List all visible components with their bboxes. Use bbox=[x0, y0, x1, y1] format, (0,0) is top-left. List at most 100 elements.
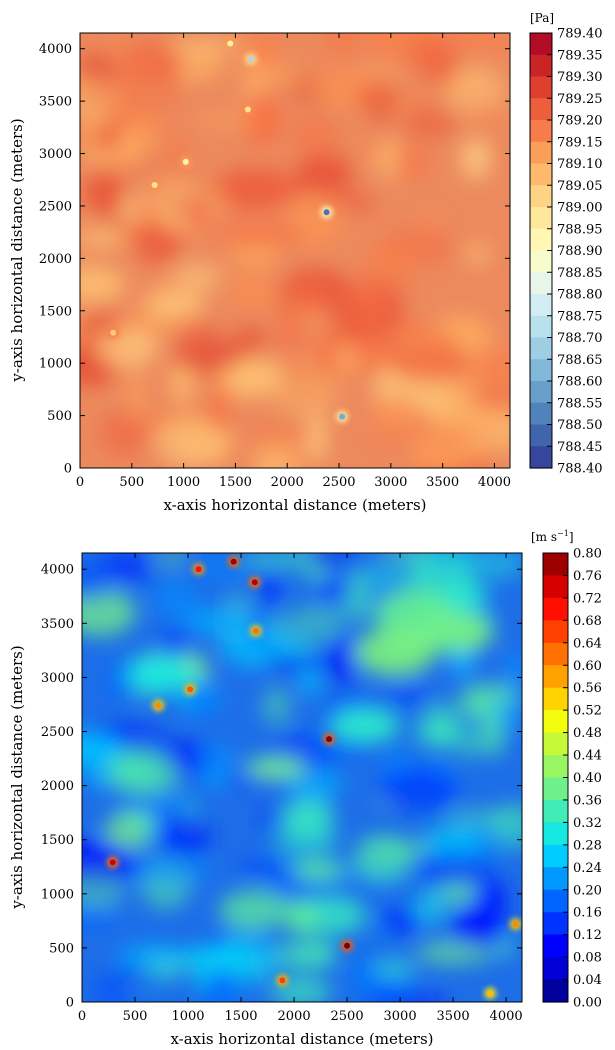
colorbar-tick-label: 0.16 bbox=[573, 906, 602, 921]
texture-blob bbox=[270, 280, 333, 320]
windspeed-colorbar-ticks: 0.800.760.720.680.640.600.560.520.480.44… bbox=[563, 547, 602, 1011]
colorbar-tick-label: 789.20 bbox=[557, 114, 603, 129]
colorbar-tick-label: 788.95 bbox=[557, 222, 603, 237]
feature-point bbox=[487, 990, 493, 996]
colorbar-tick-label: 788.90 bbox=[557, 244, 603, 259]
colorbar-tick-label: 0.12 bbox=[573, 928, 602, 943]
feature-point bbox=[339, 414, 345, 420]
x-tick-label: 0 bbox=[76, 475, 84, 490]
colorbar-segment bbox=[543, 665, 568, 688]
colorbar-tick-label: 0.72 bbox=[573, 591, 602, 606]
texture-blob bbox=[355, 628, 436, 677]
pressure-colorbar-unit: [Pa] bbox=[530, 11, 554, 25]
texture-blob bbox=[285, 899, 317, 936]
texture-blob bbox=[241, 553, 309, 566]
y-tick-label: 3500 bbox=[39, 95, 72, 110]
texture-blob bbox=[409, 559, 432, 577]
colorbar-tick-label: 0.56 bbox=[573, 681, 602, 696]
texture-blob bbox=[474, 107, 499, 126]
colorbar-tick-label: 0.76 bbox=[573, 569, 602, 584]
colorbar-segment bbox=[530, 98, 552, 120]
texture-blob bbox=[69, 74, 120, 127]
feature-point bbox=[513, 921, 519, 927]
colorbar-tick-label: 788.45 bbox=[557, 440, 603, 455]
feature-point bbox=[110, 859, 116, 865]
windspeed-panel: 0 500 1000 1500 2000 2500 3000 3500 4000 0500100… bbox=[8, 528, 602, 1048]
texture-blob bbox=[82, 233, 124, 247]
texture-blob bbox=[55, 906, 119, 926]
texture-blob bbox=[330, 707, 400, 742]
colorbar-segment bbox=[543, 890, 568, 913]
texture-blob bbox=[116, 945, 187, 968]
texture-blob bbox=[246, 757, 306, 779]
texture-blob bbox=[470, 410, 524, 427]
texture-blob bbox=[95, 328, 157, 368]
x-tick-label: 500 bbox=[119, 475, 144, 490]
texture-blob bbox=[309, 411, 326, 463]
texture-blob bbox=[206, 385, 233, 432]
texture-blob bbox=[416, 856, 494, 888]
colorbar-segment bbox=[530, 294, 552, 316]
colorbar-segment bbox=[530, 164, 552, 186]
texture-blob bbox=[446, 809, 523, 825]
colorbar-tick-label: 788.65 bbox=[557, 353, 603, 368]
feature-point bbox=[326, 736, 332, 742]
texture-blob bbox=[289, 115, 341, 159]
x-tick-label: 1000 bbox=[167, 475, 200, 490]
texture-blob bbox=[160, 631, 190, 658]
texture-blob bbox=[282, 798, 334, 838]
y-tick-label: 3500 bbox=[41, 617, 74, 632]
x-tick-label: 3500 bbox=[426, 475, 459, 490]
texture-blob bbox=[403, 108, 457, 138]
colorbar-segment bbox=[530, 142, 552, 164]
x-tick-label: 2000 bbox=[271, 475, 304, 490]
colorbar-tick-label: 0.08 bbox=[573, 951, 602, 966]
texture-blob bbox=[220, 220, 303, 250]
texture-blob bbox=[325, 14, 361, 57]
colorbar-segment bbox=[543, 733, 568, 756]
colorbar-segment bbox=[530, 403, 552, 425]
colorbar-segment bbox=[530, 33, 552, 55]
y-tick-label: 2000 bbox=[39, 252, 72, 267]
y-tick-label: 4000 bbox=[39, 42, 72, 57]
texture-blob bbox=[127, 370, 144, 420]
texture-blob bbox=[296, 153, 353, 188]
y-tick-label: 4000 bbox=[41, 563, 74, 578]
x-tick-label: 0 bbox=[78, 1009, 86, 1024]
texture-blob bbox=[421, 702, 459, 748]
colorbar-segment bbox=[543, 822, 568, 845]
pressure-x-axis-title: x-axis horizontal distance (meters) bbox=[163, 496, 426, 514]
pressure-colorbar-ticks: 789.40 789.35 789.30 789.25 789.20 789.15 789.… bbox=[547, 27, 603, 477]
colorbar-segment bbox=[543, 935, 568, 958]
colorbar-segment bbox=[543, 957, 568, 980]
colorbar-tick-label: 788.60 bbox=[557, 375, 603, 390]
texture-blob bbox=[262, 687, 292, 725]
colorbar-tick-label: 788.75 bbox=[557, 309, 603, 324]
texture-blob bbox=[232, 273, 276, 307]
colorbar-segment bbox=[530, 77, 552, 99]
feature-point bbox=[344, 943, 350, 949]
texture-blob bbox=[378, 910, 423, 934]
feature-point bbox=[187, 686, 193, 692]
colorbar-tick-label: 789.40 bbox=[557, 27, 603, 42]
colorbar-tick-label: 789.10 bbox=[557, 157, 603, 172]
texture-blob bbox=[109, 745, 170, 793]
feature-point bbox=[252, 579, 258, 585]
texture-blob bbox=[369, 394, 424, 447]
x-tick-label: 4000 bbox=[490, 1009, 523, 1024]
texture-blob bbox=[334, 348, 356, 371]
colorbar-tick-label: 0.24 bbox=[573, 861, 602, 876]
colorbar-segment bbox=[543, 845, 568, 868]
x-tick-label: 500 bbox=[123, 1009, 148, 1024]
texture-blob bbox=[353, 835, 413, 881]
colorbar-segment bbox=[543, 778, 568, 801]
colorbar-segment bbox=[543, 643, 568, 666]
colorbar-tick-label: 0.52 bbox=[573, 704, 602, 719]
colorbar-segment bbox=[543, 755, 568, 778]
colorbar-tick-label: 788.85 bbox=[557, 266, 603, 281]
texture-blob bbox=[416, 941, 493, 965]
texture-blob bbox=[389, 344, 471, 384]
colorbar-segment bbox=[530, 251, 552, 273]
colorbar-segment bbox=[530, 316, 552, 338]
texture-blob bbox=[319, 575, 350, 605]
